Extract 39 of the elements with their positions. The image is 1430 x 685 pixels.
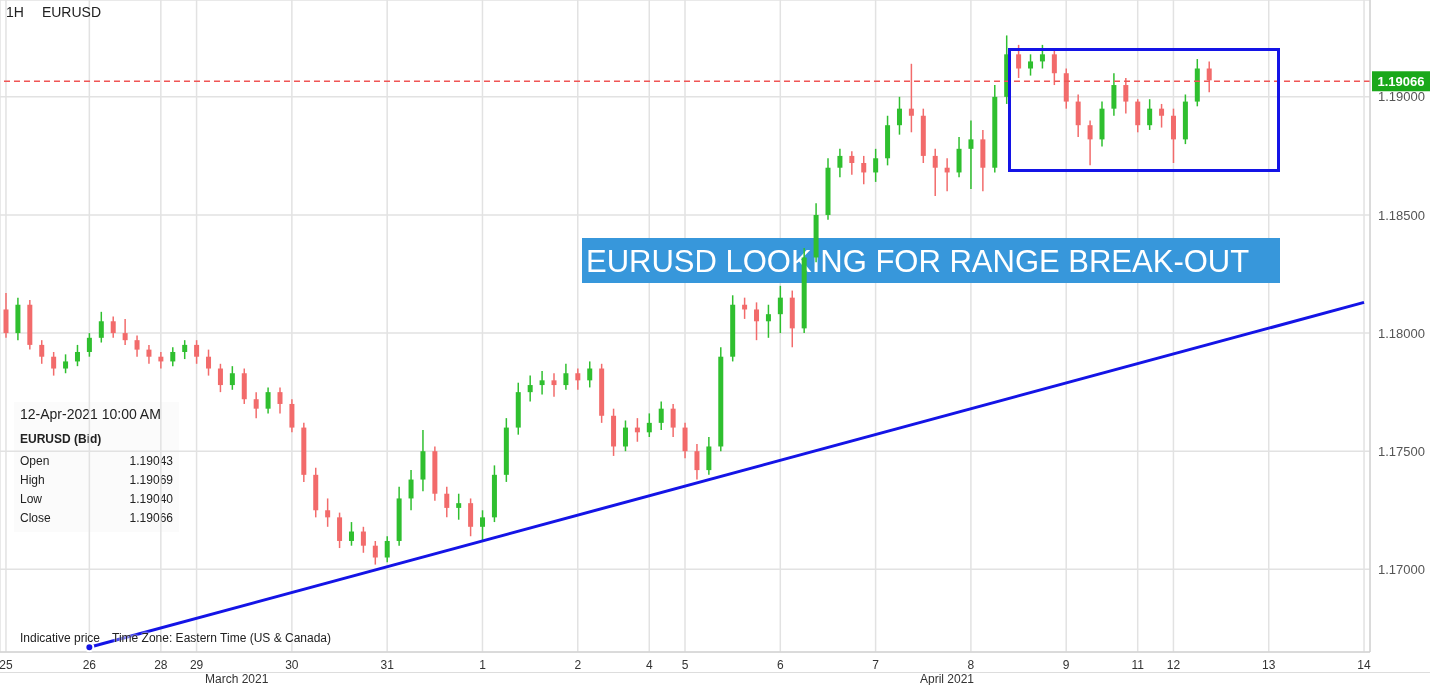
- x-tick-label: 11: [1131, 657, 1145, 672]
- x-tick-label: 8: [967, 657, 975, 672]
- x-tick-label: 9: [1062, 657, 1070, 672]
- x-tick-label: 30: [285, 657, 299, 672]
- annotation: Close: [20, 510, 51, 527]
- y-tick-label: 1.17500: [1378, 443, 1425, 459]
- x-tick-label: 12: [1166, 657, 1181, 672]
- chart-subtitle: 1H: [6, 4, 24, 20]
- x-tick-label: 6: [776, 657, 784, 672]
- x-tick-label: 25: [0, 657, 13, 672]
- x-tick-label: 29: [189, 657, 204, 672]
- annotation: 12-Apr-2021 10:00 AM: [20, 406, 162, 422]
- annotation: 1.19043: [129, 453, 173, 470]
- x-tick-label: 14: [1357, 657, 1372, 672]
- annotation: High: [20, 472, 45, 489]
- annotation: EURUSD (Bid): [20, 432, 103, 446]
- annotation: 1.19040: [129, 491, 173, 508]
- x-tick-label: 2: [574, 657, 582, 672]
- annotation: 1.19069: [129, 472, 173, 489]
- x-tick-label: 31: [380, 657, 395, 672]
- x-tick-label: 26: [82, 657, 97, 672]
- annotation: Indicative price: [20, 631, 101, 645]
- ref-line-label: 1.19066: [1377, 74, 1425, 90]
- x-tick-label: 5: [681, 657, 689, 672]
- y-tick-label: 1.19000: [1378, 89, 1425, 105]
- x-tick-label: 7: [872, 657, 880, 672]
- x-tick-label: 13: [1262, 657, 1276, 672]
- chart-title: EURUSD: [41, 4, 102, 20]
- annotation: 1.19066: [129, 510, 173, 527]
- x-tick-label: 1: [479, 657, 487, 672]
- x-tick-label: 4: [645, 657, 653, 672]
- x-tick-label: 28: [154, 657, 168, 672]
- annotation: Low: [20, 491, 43, 508]
- y-tick-label: 1.17000: [1378, 561, 1425, 577]
- y-tick-label: 1.18000: [1378, 325, 1425, 341]
- annotation: Open: [20, 453, 50, 470]
- y-tick-label: 1.18500: [1378, 207, 1425, 223]
- text: March 2021: [205, 672, 269, 685]
- text: April 2021: [920, 672, 975, 685]
